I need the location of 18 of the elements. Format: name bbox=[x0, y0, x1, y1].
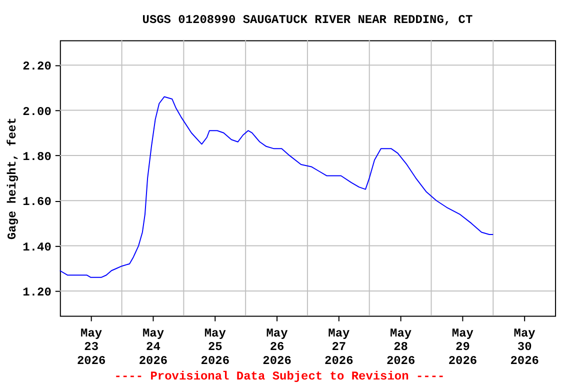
x-tick-label: May 26 2026 bbox=[262, 326, 292, 368]
y-axis-title: Gage height, feet bbox=[6, 117, 20, 240]
x-tick-label: May 28 2026 bbox=[386, 326, 416, 368]
y-tick-label: 1.20 bbox=[22, 285, 52, 300]
x-tick-label: May 29 2026 bbox=[448, 326, 478, 368]
line-series bbox=[59, 96, 494, 278]
x-tick-label: May 25 2026 bbox=[200, 326, 230, 368]
x-tick-label: May 23 2026 bbox=[76, 326, 106, 368]
y-tick-label: 2.00 bbox=[22, 104, 52, 119]
y-tick-label: 1.60 bbox=[22, 195, 52, 210]
text: ---- Provisional Data Subject to Revision ---- bbox=[114, 370, 445, 384]
y-tick-label: 1.40 bbox=[22, 240, 52, 254]
y-tick-label: 2.20 bbox=[22, 60, 52, 74]
x-tick-label: May 27 2026 bbox=[324, 326, 354, 368]
y-tick-label: 1.80 bbox=[22, 150, 52, 164]
x-tick-label: May 30 2026 bbox=[510, 326, 539, 368]
chart-title: USGS 01208990 SAUGATUCK RIVER NEAR REDDING, CT bbox=[142, 12, 473, 27]
x-tick-label: May 24 2026 bbox=[138, 326, 168, 368]
